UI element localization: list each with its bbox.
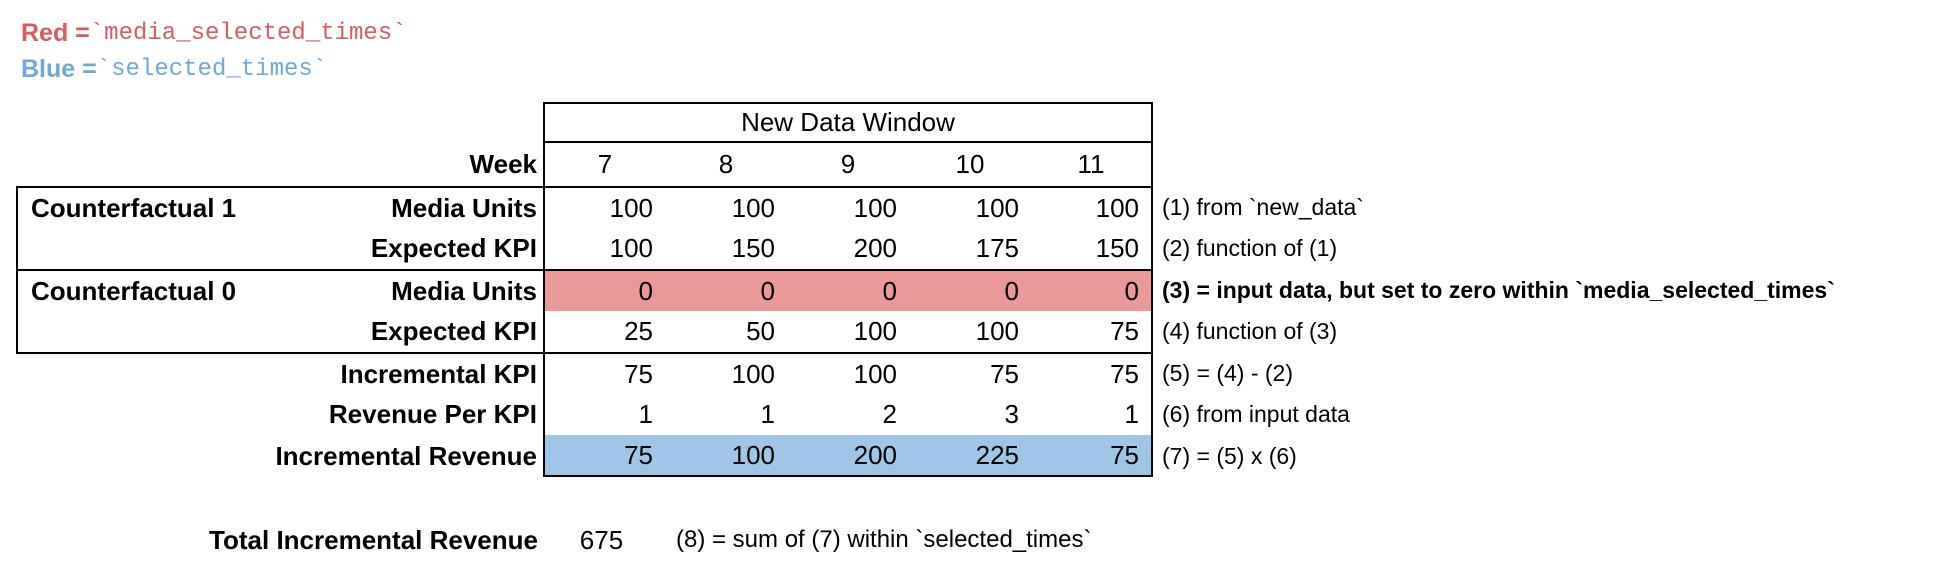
value-cell-highlight-red: 0: [665, 269, 787, 311]
value-cell: 25: [543, 311, 665, 352]
value-cell: 175: [975, 233, 1019, 263]
row-annotation: (4) function of (3): [1162, 318, 1338, 344]
value-cell: 1: [1031, 394, 1153, 435]
group-label-empty: [16, 394, 350, 435]
group-label-counterfactual-1: Counterfactual 1: [16, 186, 350, 228]
value-cell: 75: [1031, 352, 1153, 394]
week-header-cell: 11: [1031, 143, 1153, 186]
value-cell-highlight-blue: 100: [665, 435, 787, 477]
week-row-label: Week: [469, 149, 537, 179]
value-cell: 100: [543, 228, 665, 269]
value-cell: 100: [1031, 186, 1153, 228]
legend-blue-code: `selected_times`: [96, 55, 328, 83]
value-cell: 100: [909, 186, 1031, 228]
value-cell-highlight-red: 0: [787, 269, 909, 311]
row-label-expected-kpi: Expected KPI: [370, 233, 537, 263]
value-cell: 100: [787, 352, 909, 394]
week-header-cell: 8: [718, 149, 734, 179]
row-annotation: (3) = input data, but set to zero within…: [1162, 276, 1835, 303]
value-cell: 100: [665, 352, 787, 394]
total-row: Total Incremental Revenue 675 (8) = sum …: [16, 524, 1091, 556]
value-cell-highlight-blue: 225: [909, 435, 1031, 477]
spacer: [16, 102, 543, 143]
total-annotation: (8) = sum of (7) within `selected_times`: [676, 526, 1092, 553]
row-label-incremental-kpi: Incremental KPI: [340, 352, 543, 394]
row-annotation: (2) function of (1): [1162, 235, 1338, 261]
total-label: Total Incremental Revenue: [209, 524, 538, 555]
value-cell-highlight-blue: 75: [1031, 435, 1153, 477]
week-header-cell: 9: [840, 149, 856, 179]
row-label-expected-kpi: Expected KPI: [370, 316, 537, 346]
row-annotation: (7) = (5) x (6): [1162, 442, 1297, 469]
value-cell: 1: [760, 399, 775, 429]
legend-blue-label: Blue =: [21, 54, 97, 83]
value-cell: 200: [853, 233, 897, 263]
table-header-new-data-window: New Data Window: [543, 102, 1153, 143]
value-cell-highlight-red: 0: [909, 269, 1031, 311]
week-header-cell: 7: [543, 143, 665, 186]
legend-red-entry: Red = `media_selected_times`: [21, 15, 407, 51]
value-cell: 75: [1031, 311, 1153, 352]
group-label-empty: [16, 311, 350, 352]
row-label-media-units: Media Units: [350, 186, 543, 228]
legend-red-label: Red =: [21, 18, 90, 47]
row-annotation: (5) = (4) - (2): [1162, 359, 1293, 386]
value-cell: 75: [909, 352, 1031, 394]
spacer: [1153, 102, 1944, 143]
legend-red-code: `media_selected_times`: [89, 19, 407, 47]
value-cell: 3: [1004, 399, 1019, 429]
color-legend: Red = `media_selected_times` Blue = `sel…: [21, 15, 407, 87]
value-cell: 100: [853, 316, 897, 346]
calculation-table: New Data Window Week 7 8 9 10 11 Counter…: [16, 102, 1944, 477]
value-cell: 150: [731, 233, 775, 263]
group-label-empty: [16, 228, 350, 269]
value-cell-highlight-red: 0: [543, 269, 665, 311]
value-cell-highlight-red: 0: [1031, 269, 1153, 311]
group-label-counterfactual-0: Counterfactual 0: [16, 269, 350, 311]
value-cell-highlight-blue: 200: [787, 435, 909, 477]
value-cell: 1: [543, 394, 665, 435]
value-cell: 100: [665, 186, 787, 228]
value-cell: 75: [543, 352, 665, 394]
week-header-cell: 10: [955, 149, 985, 179]
value-cell: 100: [543, 186, 665, 228]
legend-blue-entry: Blue = `selected_times`: [21, 51, 407, 87]
row-annotation: (1) from `new_data`: [1162, 193, 1364, 220]
total-value: 675: [579, 524, 624, 555]
row-label-incremental-revenue: Incremental Revenue: [275, 440, 537, 471]
value-cell: 2: [882, 399, 897, 429]
value-cell: 100: [787, 186, 909, 228]
group-label-empty: [16, 352, 350, 394]
row-label-revenue-per-kpi: Revenue Per KPI: [328, 399, 537, 429]
spacer: [1153, 143, 1944, 186]
value-cell: 150: [1031, 228, 1153, 269]
value-cell: 50: [746, 316, 775, 346]
row-annotation: (6) from input data: [1162, 401, 1350, 427]
row-label-media-units: Media Units: [350, 269, 543, 311]
value-cell-highlight-blue: 75: [543, 435, 665, 477]
value-cell: 100: [975, 316, 1019, 346]
